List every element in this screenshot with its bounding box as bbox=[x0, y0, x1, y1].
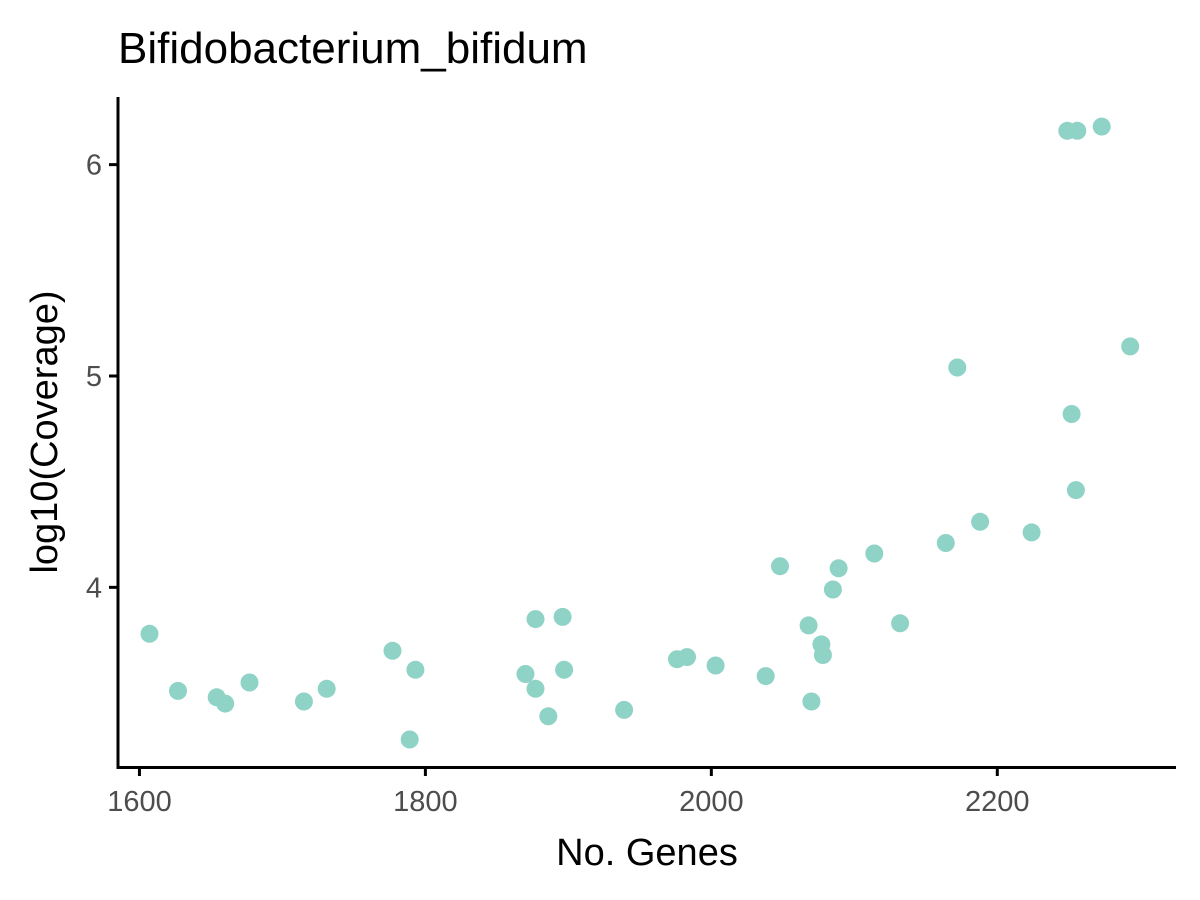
x-tick-label: 1600 bbox=[107, 786, 172, 818]
data-point bbox=[516, 665, 535, 683]
data-point bbox=[317, 679, 336, 698]
data-point bbox=[1068, 121, 1087, 140]
data-point bbox=[539, 707, 558, 726]
data-point bbox=[294, 692, 313, 711]
x-tick-label: 2200 bbox=[965, 786, 1030, 818]
data-point bbox=[706, 656, 725, 675]
data-point bbox=[240, 673, 259, 692]
data-point bbox=[802, 692, 821, 711]
data-point bbox=[678, 648, 696, 667]
data-point bbox=[555, 660, 574, 679]
data-point bbox=[1022, 523, 1041, 542]
x-axis-ticks: 1600 1800 2000 2200 bbox=[107, 767, 1030, 818]
data-point bbox=[526, 610, 545, 629]
data-point bbox=[406, 660, 425, 679]
y-tick-label: 4 bbox=[86, 572, 102, 604]
data-point bbox=[216, 694, 235, 713]
data-point bbox=[140, 624, 159, 643]
data-point bbox=[1062, 405, 1081, 423]
y-tick-label: 5 bbox=[86, 361, 102, 393]
data-point bbox=[400, 730, 419, 749]
x-axis-label: No. Genes bbox=[556, 832, 738, 874]
data-point bbox=[971, 512, 990, 531]
data-point bbox=[813, 646, 832, 664]
data-point bbox=[615, 700, 634, 719]
data-point bbox=[948, 358, 967, 377]
data-point bbox=[823, 580, 842, 599]
data-point bbox=[799, 616, 818, 635]
y-tick-label: 6 bbox=[86, 150, 102, 182]
data-points bbox=[140, 117, 1140, 749]
data-point bbox=[891, 614, 910, 633]
data-point bbox=[936, 534, 955, 552]
y-axis-label: log10(Coverage) bbox=[24, 290, 66, 573]
data-point bbox=[1066, 481, 1085, 500]
data-point bbox=[1092, 117, 1111, 136]
data-point bbox=[1121, 337, 1140, 356]
data-point bbox=[169, 681, 187, 700]
data-point bbox=[829, 559, 848, 578]
x-tick-label: 2000 bbox=[679, 786, 744, 818]
chart-title: Bifidobacterium_bifidum bbox=[118, 24, 588, 73]
data-point bbox=[756, 667, 775, 686]
data-point bbox=[526, 679, 545, 698]
data-point bbox=[383, 641, 402, 660]
data-point bbox=[865, 544, 884, 563]
data-point bbox=[553, 607, 572, 626]
y-axis-ticks: 4 5 6 bbox=[86, 150, 118, 604]
data-point bbox=[771, 557, 789, 576]
x-tick-label: 1800 bbox=[393, 786, 458, 818]
